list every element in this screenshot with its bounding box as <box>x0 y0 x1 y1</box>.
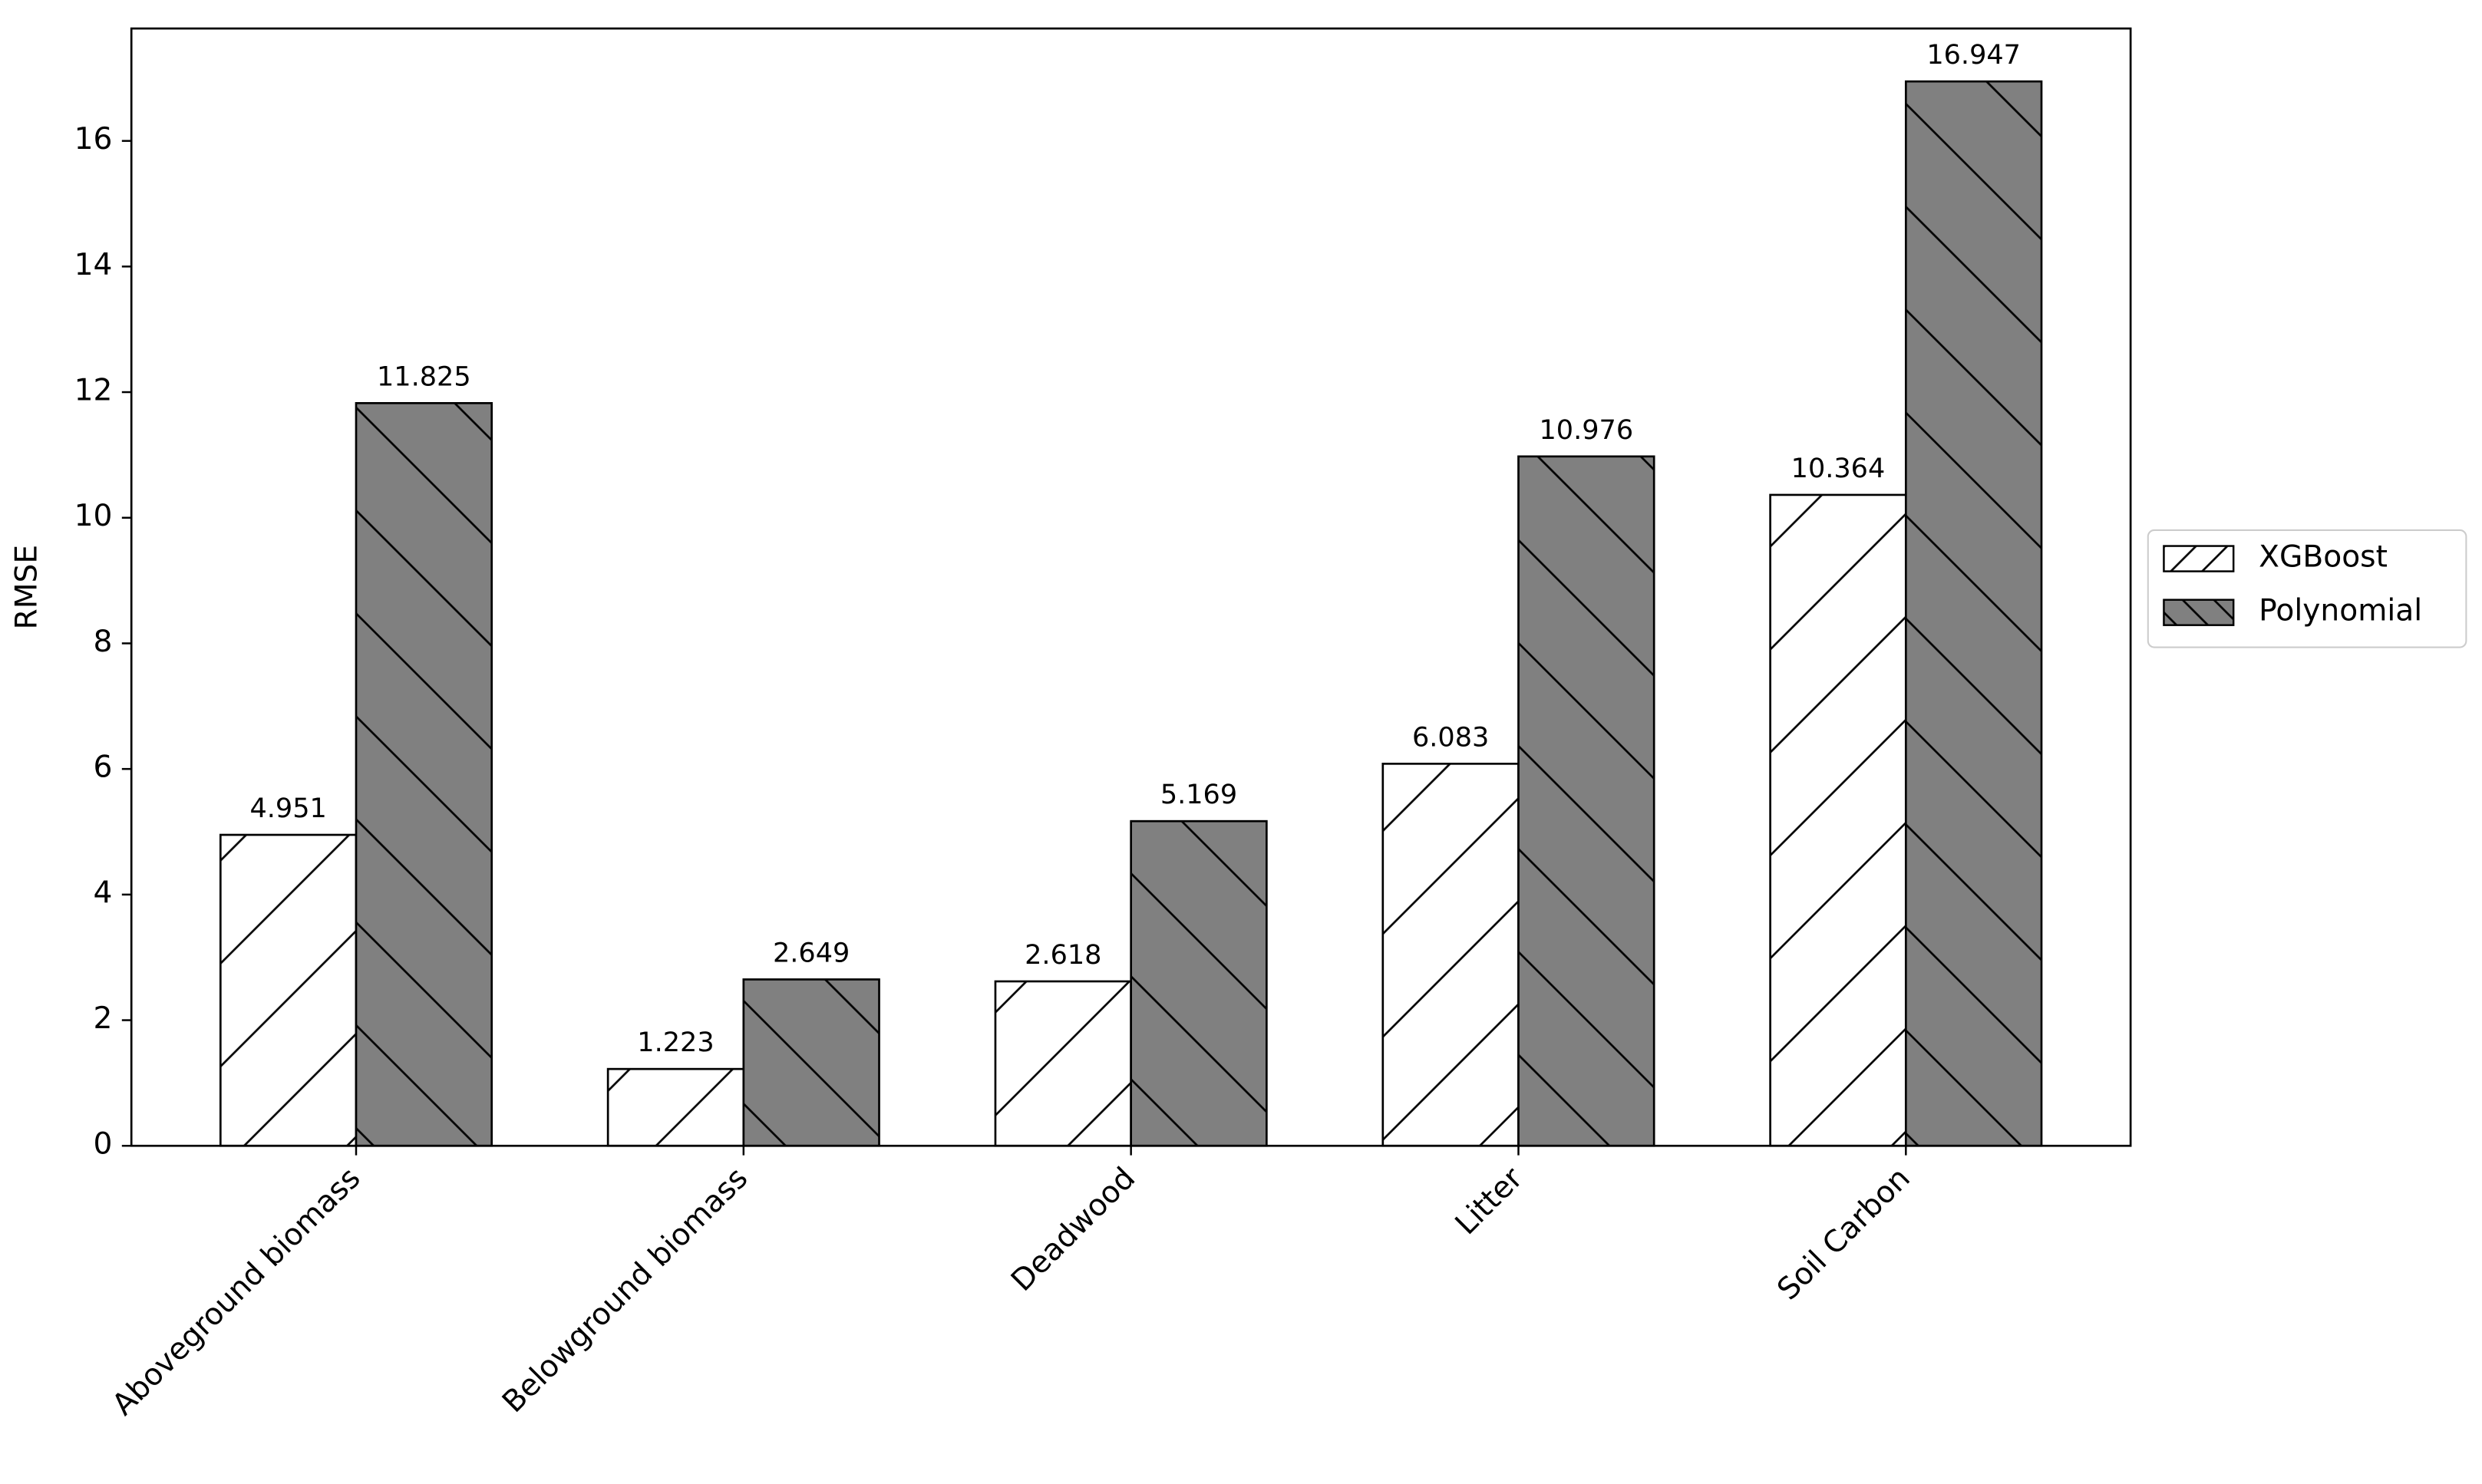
x-tick-label: Litter <box>1449 1160 1530 1242</box>
y-tick-label: 8 <box>94 625 113 659</box>
value-label: 10.976 <box>1540 414 1634 446</box>
y-tick-label: 14 <box>74 248 113 282</box>
bar <box>1381 763 1520 1147</box>
value-label: 2.649 <box>773 937 850 968</box>
legend-swatch <box>2163 545 2235 572</box>
bar <box>219 833 358 1147</box>
y-tick-label: 12 <box>74 374 113 408</box>
value-label: 16.947 <box>1926 39 2021 71</box>
value-label: 1.223 <box>637 1027 714 1058</box>
value-label: 10.364 <box>1791 453 1886 484</box>
bar <box>355 402 493 1147</box>
x-tick-label: Aboveground biomass <box>106 1161 368 1423</box>
bar <box>1517 455 1655 1147</box>
y-axis-label: RMSE <box>10 545 45 630</box>
y-tick-label: 6 <box>94 750 113 785</box>
bar <box>742 978 880 1147</box>
y-tick-label: 4 <box>94 876 113 910</box>
legend-label: XGBoost <box>2259 540 2388 575</box>
value-label: 6.083 <box>1412 721 1489 753</box>
x-tick-label: Deadwood <box>1005 1161 1142 1298</box>
value-label: 11.825 <box>377 361 471 392</box>
bar <box>606 1067 745 1147</box>
value-label: 4.951 <box>249 793 326 824</box>
plot-frame <box>130 27 2132 1147</box>
y-tick-label: 10 <box>74 499 113 533</box>
y-tick-label: 2 <box>94 1001 113 1036</box>
bar <box>1769 493 1907 1147</box>
value-label: 2.618 <box>1025 939 1101 971</box>
bar <box>994 980 1132 1147</box>
bar <box>1904 80 2043 1147</box>
bar <box>1130 819 1268 1147</box>
value-label: 5.169 <box>1160 779 1237 810</box>
legend-label: Polynomial <box>2259 594 2422 628</box>
x-tick-label: Soil Carbon <box>1771 1161 1916 1307</box>
y-tick-label: 0 <box>94 1127 113 1162</box>
legend-swatch <box>2163 599 2235 626</box>
x-tick-label: Belowground biomass <box>496 1161 754 1420</box>
y-tick-label: 16 <box>74 122 113 157</box>
